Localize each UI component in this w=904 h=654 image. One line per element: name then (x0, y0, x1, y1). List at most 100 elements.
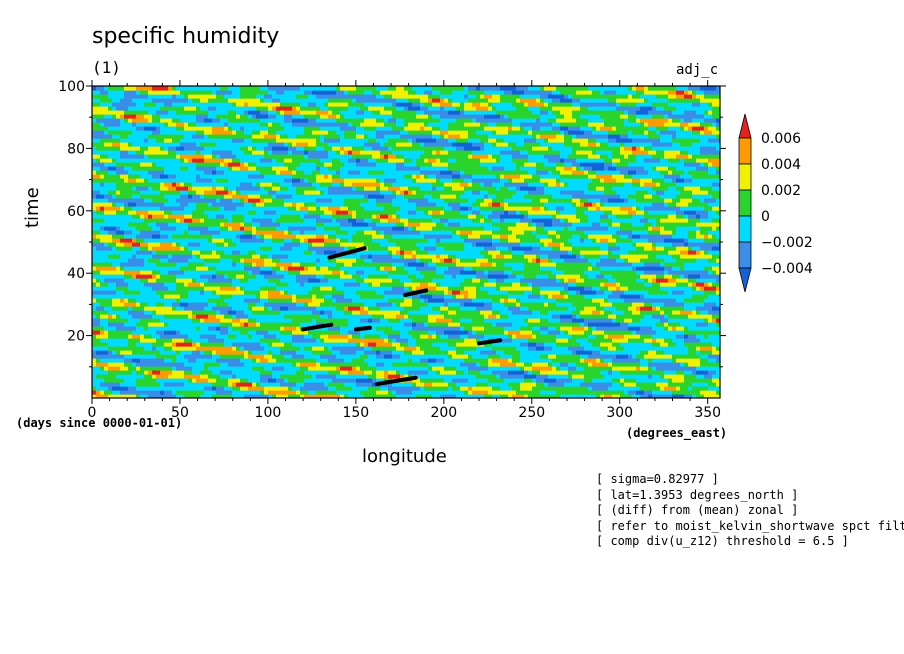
heatmap-cell (320, 330, 325, 335)
heatmap-cell (212, 318, 217, 323)
heatmap-cell (668, 390, 673, 395)
heatmap-cell (360, 306, 365, 311)
heatmap-cell (692, 346, 697, 351)
heatmap-cell (360, 278, 365, 283)
heatmap-cell (532, 358, 537, 363)
heatmap-cell (212, 386, 217, 391)
heatmap-cell (204, 346, 209, 351)
heatmap-cell (192, 314, 197, 319)
heatmap-cell (96, 386, 101, 391)
heatmap-cell (648, 370, 653, 375)
heatmap-cell (264, 354, 269, 359)
heatmap-cell (140, 318, 145, 323)
heatmap-cell (132, 346, 137, 351)
heatmap-cell (644, 286, 649, 291)
heatmap-cell (408, 302, 413, 307)
heatmap-cell (688, 274, 693, 279)
heatmap-cell (432, 274, 437, 279)
heatmap-cell (528, 346, 533, 351)
heatmap-cell (652, 294, 657, 299)
heatmap-cell (396, 278, 401, 283)
heatmap-cell (304, 270, 309, 275)
heatmap-cell (116, 334, 121, 339)
heatmap-cell (284, 374, 289, 379)
heatmap-cell (116, 274, 121, 279)
heatmap-cell (468, 362, 473, 367)
heatmap-cell (156, 354, 161, 359)
heatmap-cell (636, 342, 641, 347)
heatmap-cell (368, 322, 373, 327)
heatmap-cell (408, 310, 413, 315)
heatmap-cell (356, 362, 361, 367)
heatmap-cell (568, 322, 573, 327)
heatmap-cell (560, 286, 565, 291)
heatmap-cell (588, 358, 593, 363)
heatmap-cell (564, 306, 569, 311)
heatmap-cell (596, 326, 601, 331)
heatmap-cell (648, 354, 653, 359)
heatmap-cell (204, 322, 209, 327)
heatmap-cell (576, 278, 581, 283)
heatmap-cell (476, 330, 481, 335)
heatmap-cell (652, 290, 657, 295)
heatmap-cell (204, 282, 209, 287)
heatmap-cell (484, 298, 489, 303)
heatmap-cell (240, 370, 245, 375)
heatmap-cell (440, 318, 445, 323)
heatmap-cell (136, 370, 141, 375)
heatmap-cell (524, 382, 529, 387)
heatmap-cell (176, 334, 181, 339)
heatmap-cell (220, 314, 225, 319)
heatmap-cell (544, 302, 549, 307)
heatmap-cell (484, 330, 489, 335)
heatmap-cell (92, 318, 97, 323)
heatmap-cell (488, 362, 493, 367)
heatmap-cell (216, 374, 221, 379)
heatmap-cell (108, 370, 113, 375)
heatmap-cell (268, 350, 273, 355)
heatmap-cell (704, 338, 709, 343)
heatmap-cell (708, 298, 713, 303)
heatmap-cell (276, 314, 281, 319)
heatmap-cell (560, 374, 565, 379)
heatmap-cell (680, 322, 685, 327)
heatmap-cell (620, 378, 625, 383)
heatmap-cell (244, 290, 249, 295)
heatmap-cell (344, 326, 349, 331)
heatmap-cell (116, 390, 121, 395)
heatmap-cell (224, 326, 229, 331)
heatmap-cell (612, 326, 617, 331)
heatmap-cell (340, 394, 345, 398)
heatmap-cell (512, 358, 517, 363)
heatmap-cell (236, 286, 241, 291)
heatmap-cell (664, 382, 669, 387)
heatmap-cell (500, 286, 505, 291)
heatmap-cell (292, 354, 297, 359)
heatmap-cell (396, 334, 401, 339)
heatmap-cell (252, 322, 257, 327)
heatmap-cell (96, 298, 101, 303)
heatmap-cell (168, 358, 173, 363)
heatmap-cell (560, 394, 565, 398)
heatmap-cell (656, 310, 661, 315)
heatmap-cell (208, 374, 213, 379)
heatmap-cell (372, 306, 377, 311)
heatmap-cell (332, 270, 337, 275)
heatmap-cell (512, 306, 517, 311)
heatmap-cell (388, 294, 393, 299)
heatmap-cell (476, 394, 481, 398)
heatmap-cell (276, 346, 281, 351)
heatmap-cell (428, 338, 433, 343)
heatmap-cell (100, 342, 105, 347)
heatmap-cell (628, 362, 633, 367)
heatmap-cell (496, 326, 501, 331)
heatmap-cell (116, 278, 121, 283)
heatmap-cell (464, 362, 469, 367)
heatmap-cell (560, 330, 565, 335)
heatmap-cell (376, 330, 381, 335)
heatmap-cell (716, 302, 720, 307)
heatmap-cell (216, 274, 221, 279)
heatmap-cell (412, 386, 417, 391)
heatmap-cell (532, 390, 537, 395)
heatmap-cell (536, 374, 541, 379)
